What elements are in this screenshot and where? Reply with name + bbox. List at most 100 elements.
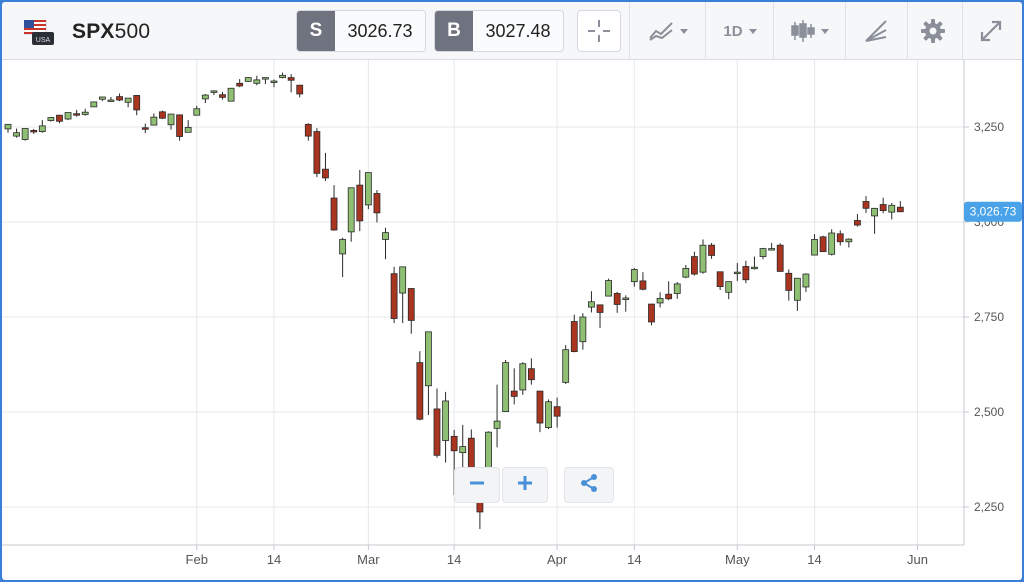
chevron-down-icon bbox=[680, 28, 688, 34]
candle-body bbox=[871, 207, 878, 217]
candle bbox=[699, 239, 707, 274]
x-tick-label: Apr bbox=[547, 552, 568, 567]
toolbar-divider bbox=[845, 2, 846, 60]
candle bbox=[639, 272, 647, 291]
share-button[interactable] bbox=[564, 467, 614, 503]
candle bbox=[725, 281, 733, 300]
candle-body bbox=[322, 168, 329, 179]
candle-style-button[interactable] bbox=[782, 10, 838, 52]
candle bbox=[759, 247, 767, 260]
candle-body bbox=[442, 400, 449, 441]
candle-body bbox=[425, 331, 432, 387]
candle-body bbox=[691, 256, 698, 275]
candle bbox=[828, 229, 836, 256]
settings-button[interactable] bbox=[912, 10, 954, 52]
candle bbox=[201, 93, 209, 104]
candle-body bbox=[407, 288, 415, 321]
candle bbox=[184, 120, 192, 133]
last-price-label: 3,026.73 bbox=[964, 201, 1022, 222]
last-price-text: 3,026.73 bbox=[970, 205, 1017, 219]
last-price-box bbox=[964, 201, 1022, 222]
candle bbox=[141, 123, 149, 134]
y-tick-label: 2,750 bbox=[974, 310, 1004, 324]
zoom-out-button[interactable] bbox=[454, 467, 500, 503]
candle bbox=[793, 277, 801, 311]
candle bbox=[596, 304, 604, 329]
candle-body bbox=[296, 84, 304, 95]
sell-button[interactable]: S 3026.73 bbox=[296, 10, 426, 52]
candle-body bbox=[699, 244, 707, 273]
candle bbox=[296, 84, 304, 98]
candle-body bbox=[588, 301, 595, 308]
candle-body bbox=[553, 406, 561, 417]
candle-body bbox=[373, 193, 381, 214]
candle-body bbox=[708, 244, 715, 256]
timeframe-select[interactable]: 1D bbox=[714, 10, 766, 52]
candle-body bbox=[596, 304, 604, 313]
candle bbox=[330, 185, 338, 231]
candle-body bbox=[716, 271, 724, 287]
candle bbox=[133, 95, 141, 116]
candle-body bbox=[210, 90, 218, 93]
chart-type-button[interactable] bbox=[640, 10, 696, 52]
candle bbox=[339, 237, 347, 278]
candle bbox=[227, 87, 235, 102]
candle-body bbox=[347, 187, 355, 233]
candle bbox=[416, 351, 424, 421]
candle-body bbox=[459, 446, 467, 454]
candle bbox=[622, 295, 630, 312]
candle bbox=[407, 288, 415, 334]
x-tick-label: Jun bbox=[907, 552, 928, 567]
candle-body bbox=[545, 401, 552, 428]
candle bbox=[47, 117, 55, 122]
candle bbox=[845, 238, 853, 248]
candle-body bbox=[270, 80, 278, 83]
candle-body bbox=[399, 266, 407, 294]
candle-body bbox=[287, 77, 295, 81]
candle bbox=[30, 128, 38, 134]
grid bbox=[2, 60, 964, 545]
draw-button[interactable] bbox=[854, 10, 898, 52]
candle-body bbox=[639, 280, 647, 290]
candle bbox=[519, 362, 527, 395]
candle bbox=[871, 207, 878, 234]
candle-body bbox=[527, 368, 535, 381]
x-tick-label: 14 bbox=[627, 552, 641, 567]
candle bbox=[21, 128, 29, 141]
candle bbox=[253, 75, 261, 86]
candle-body bbox=[845, 238, 853, 243]
fullscreen-button[interactable] bbox=[970, 10, 1012, 52]
candle-body bbox=[536, 390, 544, 424]
candle-body bbox=[4, 123, 12, 130]
y-tick-label: 2,250 bbox=[974, 500, 1004, 514]
candle-body bbox=[854, 220, 861, 226]
buy-button[interactable]: B 3027.48 bbox=[434, 10, 564, 52]
candle bbox=[630, 267, 638, 287]
candle-body bbox=[81, 111, 89, 115]
toolbar-divider bbox=[962, 2, 963, 60]
candle-body bbox=[219, 94, 226, 98]
y-tick-label: 2,500 bbox=[974, 405, 1004, 419]
candle bbox=[116, 93, 123, 102]
candle-body bbox=[751, 266, 758, 270]
zoom-in-button[interactable] bbox=[502, 467, 548, 503]
candle-body bbox=[159, 111, 166, 119]
candle bbox=[442, 391, 449, 463]
candle bbox=[56, 114, 63, 124]
candle bbox=[854, 214, 861, 227]
candle bbox=[811, 234, 818, 256]
candle-body bbox=[888, 204, 896, 213]
toolbar-divider bbox=[705, 2, 706, 60]
candle bbox=[176, 114, 184, 141]
candle-body bbox=[167, 113, 175, 126]
expand-icon bbox=[978, 18, 1004, 44]
zoom-in-icon bbox=[516, 474, 534, 497]
chevron-down-icon bbox=[748, 28, 757, 34]
candle-body bbox=[433, 408, 441, 456]
candle bbox=[81, 108, 89, 116]
crosshair-button[interactable] bbox=[577, 10, 621, 52]
toolbar-divider bbox=[907, 2, 908, 60]
candle bbox=[613, 291, 621, 313]
